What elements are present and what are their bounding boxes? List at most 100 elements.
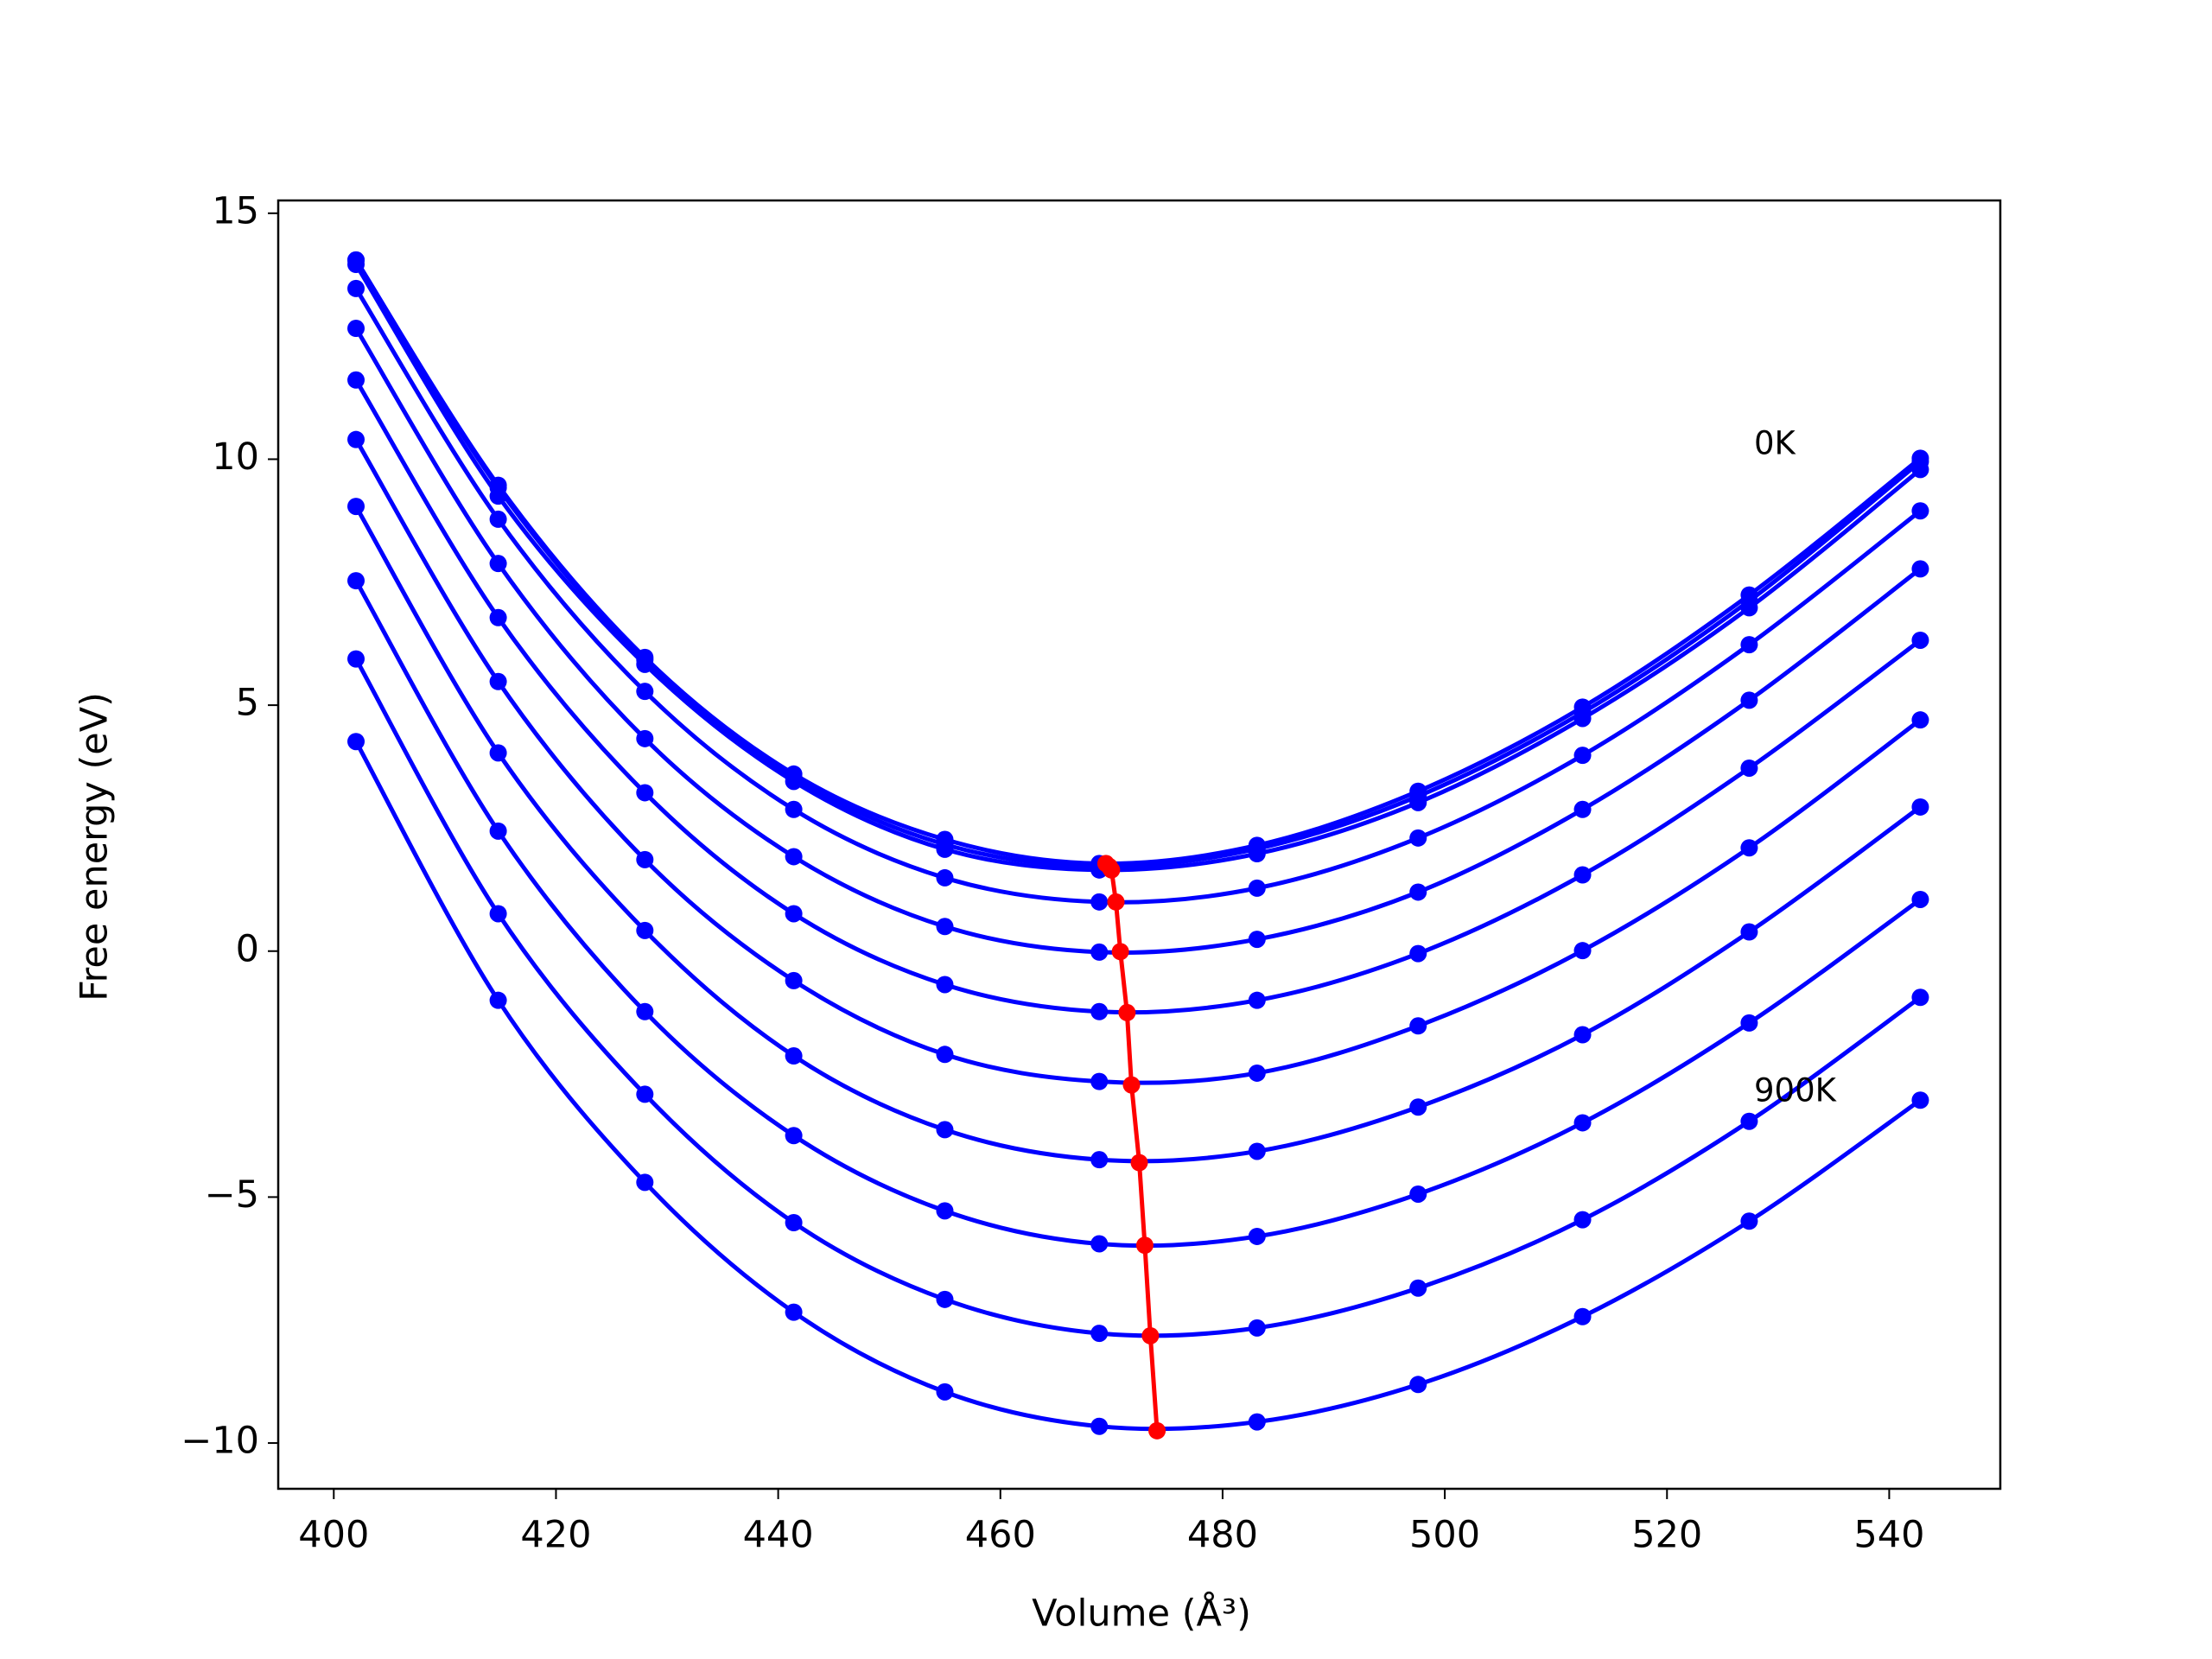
- data-point: [1573, 1307, 1592, 1325]
- data-point: [1248, 931, 1266, 949]
- data-point: [936, 1202, 954, 1220]
- data-point: [489, 672, 507, 690]
- data-point: [1573, 800, 1592, 818]
- x-tick-label: 480: [1187, 1514, 1258, 1557]
- data-point: [1409, 829, 1427, 847]
- data-point: [1573, 1114, 1592, 1132]
- data-point: [636, 1085, 654, 1103]
- data-point: [489, 608, 507, 626]
- data-point: [347, 572, 365, 590]
- data-point: [1409, 1185, 1427, 1203]
- series-line: [353, 741, 1922, 1432]
- data-point: [785, 1127, 803, 1145]
- y-axis-label: Free energy (eV): [73, 692, 117, 1001]
- series-line: [353, 258, 1922, 869]
- data-point: [636, 1002, 654, 1020]
- data-point: [1130, 1154, 1148, 1172]
- series-line: [353, 438, 1922, 1085]
- series-line: [353, 658, 1922, 1338]
- data-point: [1573, 709, 1592, 728]
- data-point: [347, 256, 365, 274]
- data-point: [1409, 1279, 1427, 1297]
- data-point: [1740, 923, 1758, 941]
- data-point: [347, 498, 365, 516]
- data-point: [1573, 1026, 1592, 1044]
- data-point: [636, 655, 654, 673]
- data-point: [1090, 1417, 1109, 1435]
- x-tick-label: 520: [1631, 1514, 1702, 1557]
- data-point: [489, 555, 507, 573]
- plot-frame: [276, 199, 2002, 1491]
- data-point: [1740, 691, 1758, 709]
- data-point: [1409, 793, 1427, 811]
- data-point: [1118, 1003, 1136, 1021]
- data-point: [1740, 759, 1758, 777]
- series-line: [353, 263, 1922, 873]
- data-point: [1409, 1017, 1427, 1035]
- y-tick-label: 5: [236, 682, 259, 725]
- data-point: [1911, 798, 1929, 816]
- data-point: [636, 784, 654, 802]
- data-point: [1090, 1235, 1109, 1253]
- data-point: [1573, 747, 1592, 765]
- data-point: [347, 430, 365, 448]
- data-point: [785, 905, 803, 923]
- x-tick-label: 540: [1853, 1514, 1924, 1557]
- data-point: [1248, 991, 1266, 1009]
- data-point: [1111, 943, 1129, 961]
- data-point: [1141, 1326, 1160, 1344]
- data-point: [1740, 1112, 1758, 1130]
- data-point: [347, 279, 365, 297]
- y-tick-label: −5: [205, 1173, 259, 1217]
- data-point: [1740, 1212, 1758, 1230]
- data-point: [347, 371, 365, 389]
- data-point: [1911, 631, 1929, 649]
- x-axis-label: Volume (Å³): [1032, 1592, 1251, 1636]
- data-point: [1740, 839, 1758, 857]
- data-point: [1135, 1236, 1154, 1255]
- data-point: [1248, 1319, 1266, 1337]
- x-tick-label: 460: [965, 1514, 1036, 1557]
- data-point: [1090, 1325, 1109, 1343]
- data-point: [1573, 942, 1592, 960]
- data-point: [1911, 711, 1929, 729]
- data-point: [1248, 845, 1266, 863]
- data-point: [1248, 1413, 1266, 1431]
- data-point: [1409, 1098, 1427, 1116]
- data-point: [1573, 1211, 1592, 1229]
- series-line: [353, 258, 1922, 867]
- series-line: [353, 505, 1922, 1164]
- data-point: [636, 683, 654, 701]
- data-point: [785, 772, 803, 791]
- data-point: [1122, 1076, 1141, 1094]
- y-tick-label: 0: [236, 927, 259, 970]
- x-tick-label: 440: [743, 1514, 814, 1557]
- data-point: [636, 850, 654, 868]
- data-point: [936, 840, 954, 858]
- data-point: [936, 1290, 954, 1308]
- data-point: [1103, 861, 1121, 879]
- data-point: [1248, 1227, 1266, 1245]
- data-point: [1409, 944, 1427, 963]
- data-point: [1911, 461, 1929, 479]
- y-tick-label: 10: [212, 435, 259, 479]
- data-point: [1740, 636, 1758, 654]
- data-point: [936, 1046, 954, 1064]
- data-point: [936, 1382, 954, 1401]
- x-tick-label: 400: [298, 1514, 369, 1557]
- data-point: [936, 976, 954, 994]
- data-point: [1409, 1376, 1427, 1394]
- data-point: [785, 1214, 803, 1232]
- data-point: [489, 510, 507, 528]
- data-point: [636, 729, 654, 747]
- data-point: [489, 905, 507, 923]
- series-line: [353, 579, 1922, 1249]
- data-point: [785, 1047, 803, 1065]
- data-point: [1248, 1142, 1266, 1160]
- series-line: [353, 378, 1922, 1015]
- data-point: [636, 1173, 654, 1192]
- data-point: [936, 1121, 954, 1139]
- data-point: [1573, 866, 1592, 884]
- data-point: [489, 991, 507, 1009]
